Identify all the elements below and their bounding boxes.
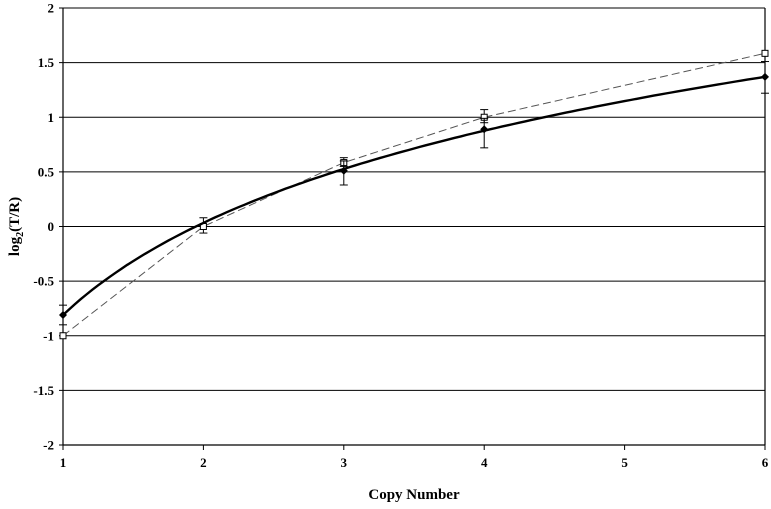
- filled-diamond-point-1: [339, 166, 348, 175]
- x-axis-title: Copy Number: [368, 487, 460, 503]
- y-tick-label-1: 1.5: [38, 55, 55, 70]
- x-tick-label-1: 2: [200, 455, 207, 470]
- y-axis-title: log2(T/R): [7, 197, 26, 256]
- x-tick-label-3: 4: [481, 455, 488, 470]
- y-tick-label-7: -1.5: [33, 383, 54, 398]
- y-tick-label-2: 1: [48, 110, 55, 125]
- filled-diamond-point-3: [761, 72, 769, 81]
- y-axis-title-suffix: (T/R): [7, 197, 23, 232]
- y-tick-label-4: 0: [48, 219, 55, 234]
- series: [59, 49, 769, 340]
- filled-diamond-point-2: [480, 125, 489, 134]
- filled-diamond-point-0: [59, 310, 67, 319]
- y-tick-label-8: -2: [43, 438, 54, 453]
- y-tick-label-3: 0.5: [38, 164, 55, 179]
- y-axis-title-prefix: log: [7, 236, 23, 256]
- series-open-square: [59, 49, 769, 340]
- x-tick-label-5: 6: [762, 455, 769, 470]
- series-filled-diamond-curve: [62, 75, 766, 316]
- x-tick-labels: 1 2 3 4 5 6: [60, 455, 769, 470]
- x-tick-label-4: 5: [621, 455, 628, 470]
- series-filled-diamond: [59, 61, 769, 326]
- y-tick-label-0: 2: [48, 1, 55, 16]
- y-tick-label-6: -1: [43, 328, 54, 343]
- y-tick-labels: 2 1.5 1 0.5 0 -0.5 -1 -1.5 -2: [33, 1, 54, 453]
- x-tick-label-0: 1: [60, 455, 67, 470]
- open-square-point-0: [59, 332, 67, 340]
- y-axis-title-subscript: 2: [15, 232, 26, 237]
- y-tick-label-5: -0.5: [33, 274, 54, 289]
- open-square-point-4: [761, 49, 769, 57]
- x-tick-label-2: 3: [341, 455, 348, 470]
